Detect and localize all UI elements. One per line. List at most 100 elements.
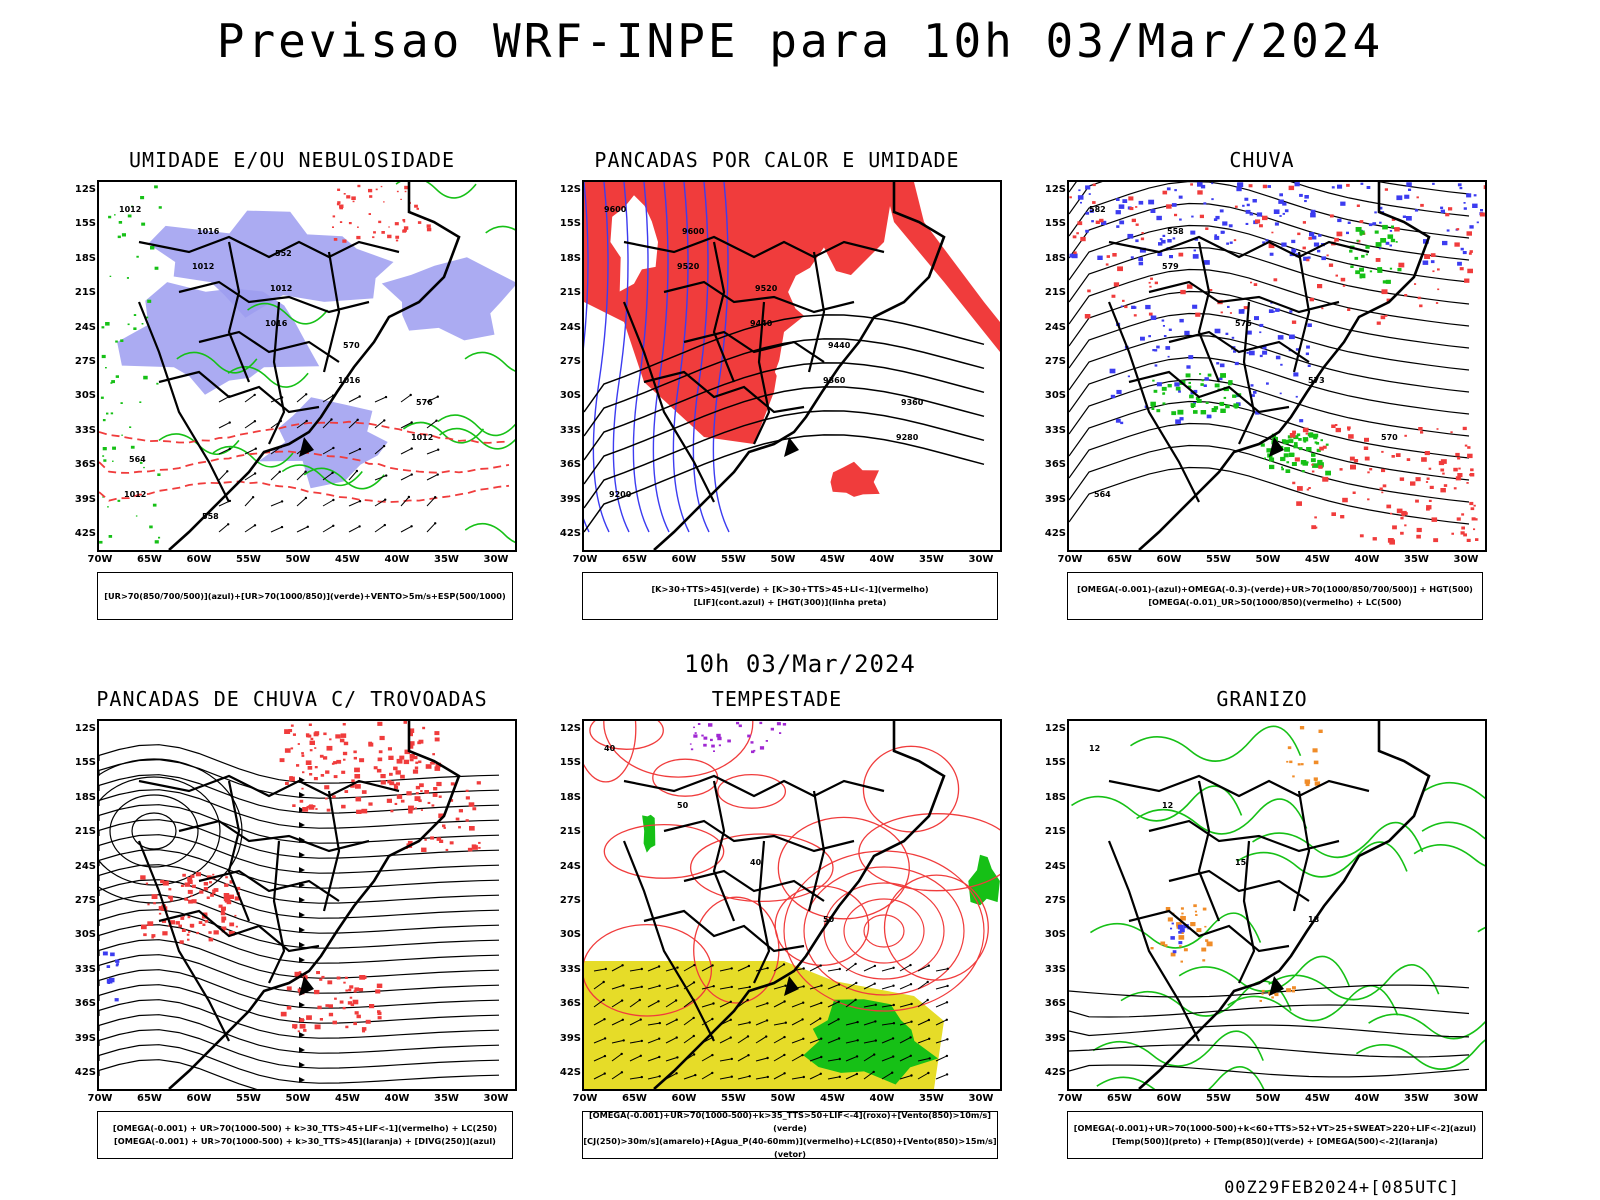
speckle bbox=[305, 760, 312, 765]
speckle bbox=[779, 732, 782, 734]
speckle bbox=[229, 880, 234, 884]
speckle bbox=[377, 1011, 382, 1016]
speckle bbox=[151, 894, 158, 899]
speckle bbox=[353, 756, 357, 760]
speckle bbox=[1359, 273, 1366, 279]
speckle bbox=[388, 226, 390, 228]
lat-tick-label: 18S bbox=[74, 252, 96, 264]
speckle bbox=[1148, 335, 1151, 338]
lat-tick-label: 42S bbox=[559, 528, 581, 539]
speckle bbox=[133, 327, 137, 330]
speckle bbox=[1196, 928, 1202, 933]
speckle bbox=[1178, 935, 1185, 940]
speckle bbox=[1306, 461, 1309, 464]
wind-vector-head bbox=[228, 447, 231, 450]
speckle bbox=[213, 888, 219, 892]
speckle bbox=[1120, 305, 1123, 308]
speckle bbox=[1426, 477, 1430, 480]
speckle bbox=[1342, 202, 1346, 205]
speckle bbox=[1213, 218, 1218, 221]
speckle bbox=[434, 766, 441, 771]
speckle bbox=[1308, 237, 1312, 240]
speckle bbox=[467, 847, 473, 852]
wind-vector-head bbox=[855, 1072, 859, 1076]
page-title: Previsao WRF-INPE para 10h 03/Mar/2024 bbox=[216, 14, 1384, 68]
speckle bbox=[1293, 444, 1298, 449]
speckle bbox=[1148, 312, 1153, 316]
wind-vector bbox=[611, 1039, 624, 1044]
speckle bbox=[1127, 375, 1130, 378]
speckle bbox=[1316, 448, 1321, 453]
speckle bbox=[1326, 254, 1329, 257]
speckle bbox=[1415, 477, 1421, 482]
speckle bbox=[1395, 241, 1398, 243]
speckle bbox=[1380, 315, 1386, 320]
speckle bbox=[703, 743, 707, 747]
wind-vector bbox=[737, 999, 748, 1008]
lat-tick-label: 36S bbox=[74, 459, 96, 471]
speckle bbox=[1273, 209, 1280, 214]
wind-vector-head bbox=[658, 1021, 661, 1025]
speckle bbox=[1349, 456, 1355, 461]
humidity-contour bbox=[227, 366, 309, 388]
speckle bbox=[1192, 254, 1199, 259]
speckle bbox=[478, 846, 481, 849]
wind-vector bbox=[629, 1076, 642, 1080]
speckle bbox=[412, 769, 419, 774]
lat-tick-label: 39S bbox=[559, 493, 581, 505]
lon-tick-label: 30W bbox=[1453, 554, 1479, 565]
wind-vector bbox=[218, 448, 231, 455]
speckle bbox=[1283, 439, 1289, 445]
wind-vector bbox=[899, 964, 911, 972]
speckle bbox=[1319, 446, 1324, 451]
coastline bbox=[168, 182, 461, 550]
speckle bbox=[1294, 182, 1300, 187]
speckle bbox=[1116, 389, 1122, 395]
speckle bbox=[1299, 193, 1303, 197]
wind-vector-head bbox=[603, 1018, 606, 1021]
streamline bbox=[99, 939, 500, 979]
wind-vector-head bbox=[384, 395, 388, 399]
speckle bbox=[1361, 254, 1365, 258]
speckle bbox=[130, 445, 135, 449]
speckle bbox=[1401, 513, 1406, 517]
speckle bbox=[153, 902, 156, 905]
speckle bbox=[140, 196, 145, 200]
speckle bbox=[1286, 461, 1290, 464]
speckle bbox=[1172, 950, 1177, 954]
speckle bbox=[106, 979, 113, 984]
speckle bbox=[1408, 188, 1412, 191]
speckle bbox=[403, 226, 409, 230]
speckle bbox=[1259, 331, 1262, 334]
speckle bbox=[438, 795, 442, 798]
lat-tick-label: 18S bbox=[1044, 791, 1066, 803]
speckle bbox=[1092, 201, 1096, 204]
lat-tick-label: 39S bbox=[1044, 1032, 1066, 1044]
speckle bbox=[353, 990, 357, 993]
speckle bbox=[1292, 430, 1296, 434]
panel-title: PANCADAS DE CHUVA C/ TROVOADAS bbox=[96, 687, 488, 711]
speckle bbox=[228, 931, 235, 936]
speckle bbox=[343, 758, 346, 761]
wind-vector-head bbox=[819, 1072, 822, 1075]
wind-vector bbox=[218, 470, 228, 481]
speckle bbox=[1313, 242, 1320, 247]
wind-vector-head bbox=[253, 420, 257, 423]
speckle bbox=[1216, 362, 1220, 365]
wind-vector-head bbox=[892, 984, 895, 987]
wind-vector-head bbox=[909, 1054, 912, 1057]
speckle bbox=[358, 988, 364, 992]
speckle bbox=[427, 801, 431, 804]
speckle bbox=[1213, 406, 1219, 410]
wind-vector bbox=[827, 1038, 840, 1044]
lagoon bbox=[1269, 976, 1284, 996]
lon-tick-label: 45W bbox=[1305, 1093, 1330, 1104]
wind-vector-head bbox=[801, 1053, 804, 1057]
country-border bbox=[227, 780, 251, 922]
speckle bbox=[1242, 204, 1245, 207]
speckle bbox=[1302, 427, 1309, 433]
speckle bbox=[1178, 195, 1183, 199]
speckle bbox=[1246, 351, 1249, 354]
speckle bbox=[1475, 538, 1479, 541]
